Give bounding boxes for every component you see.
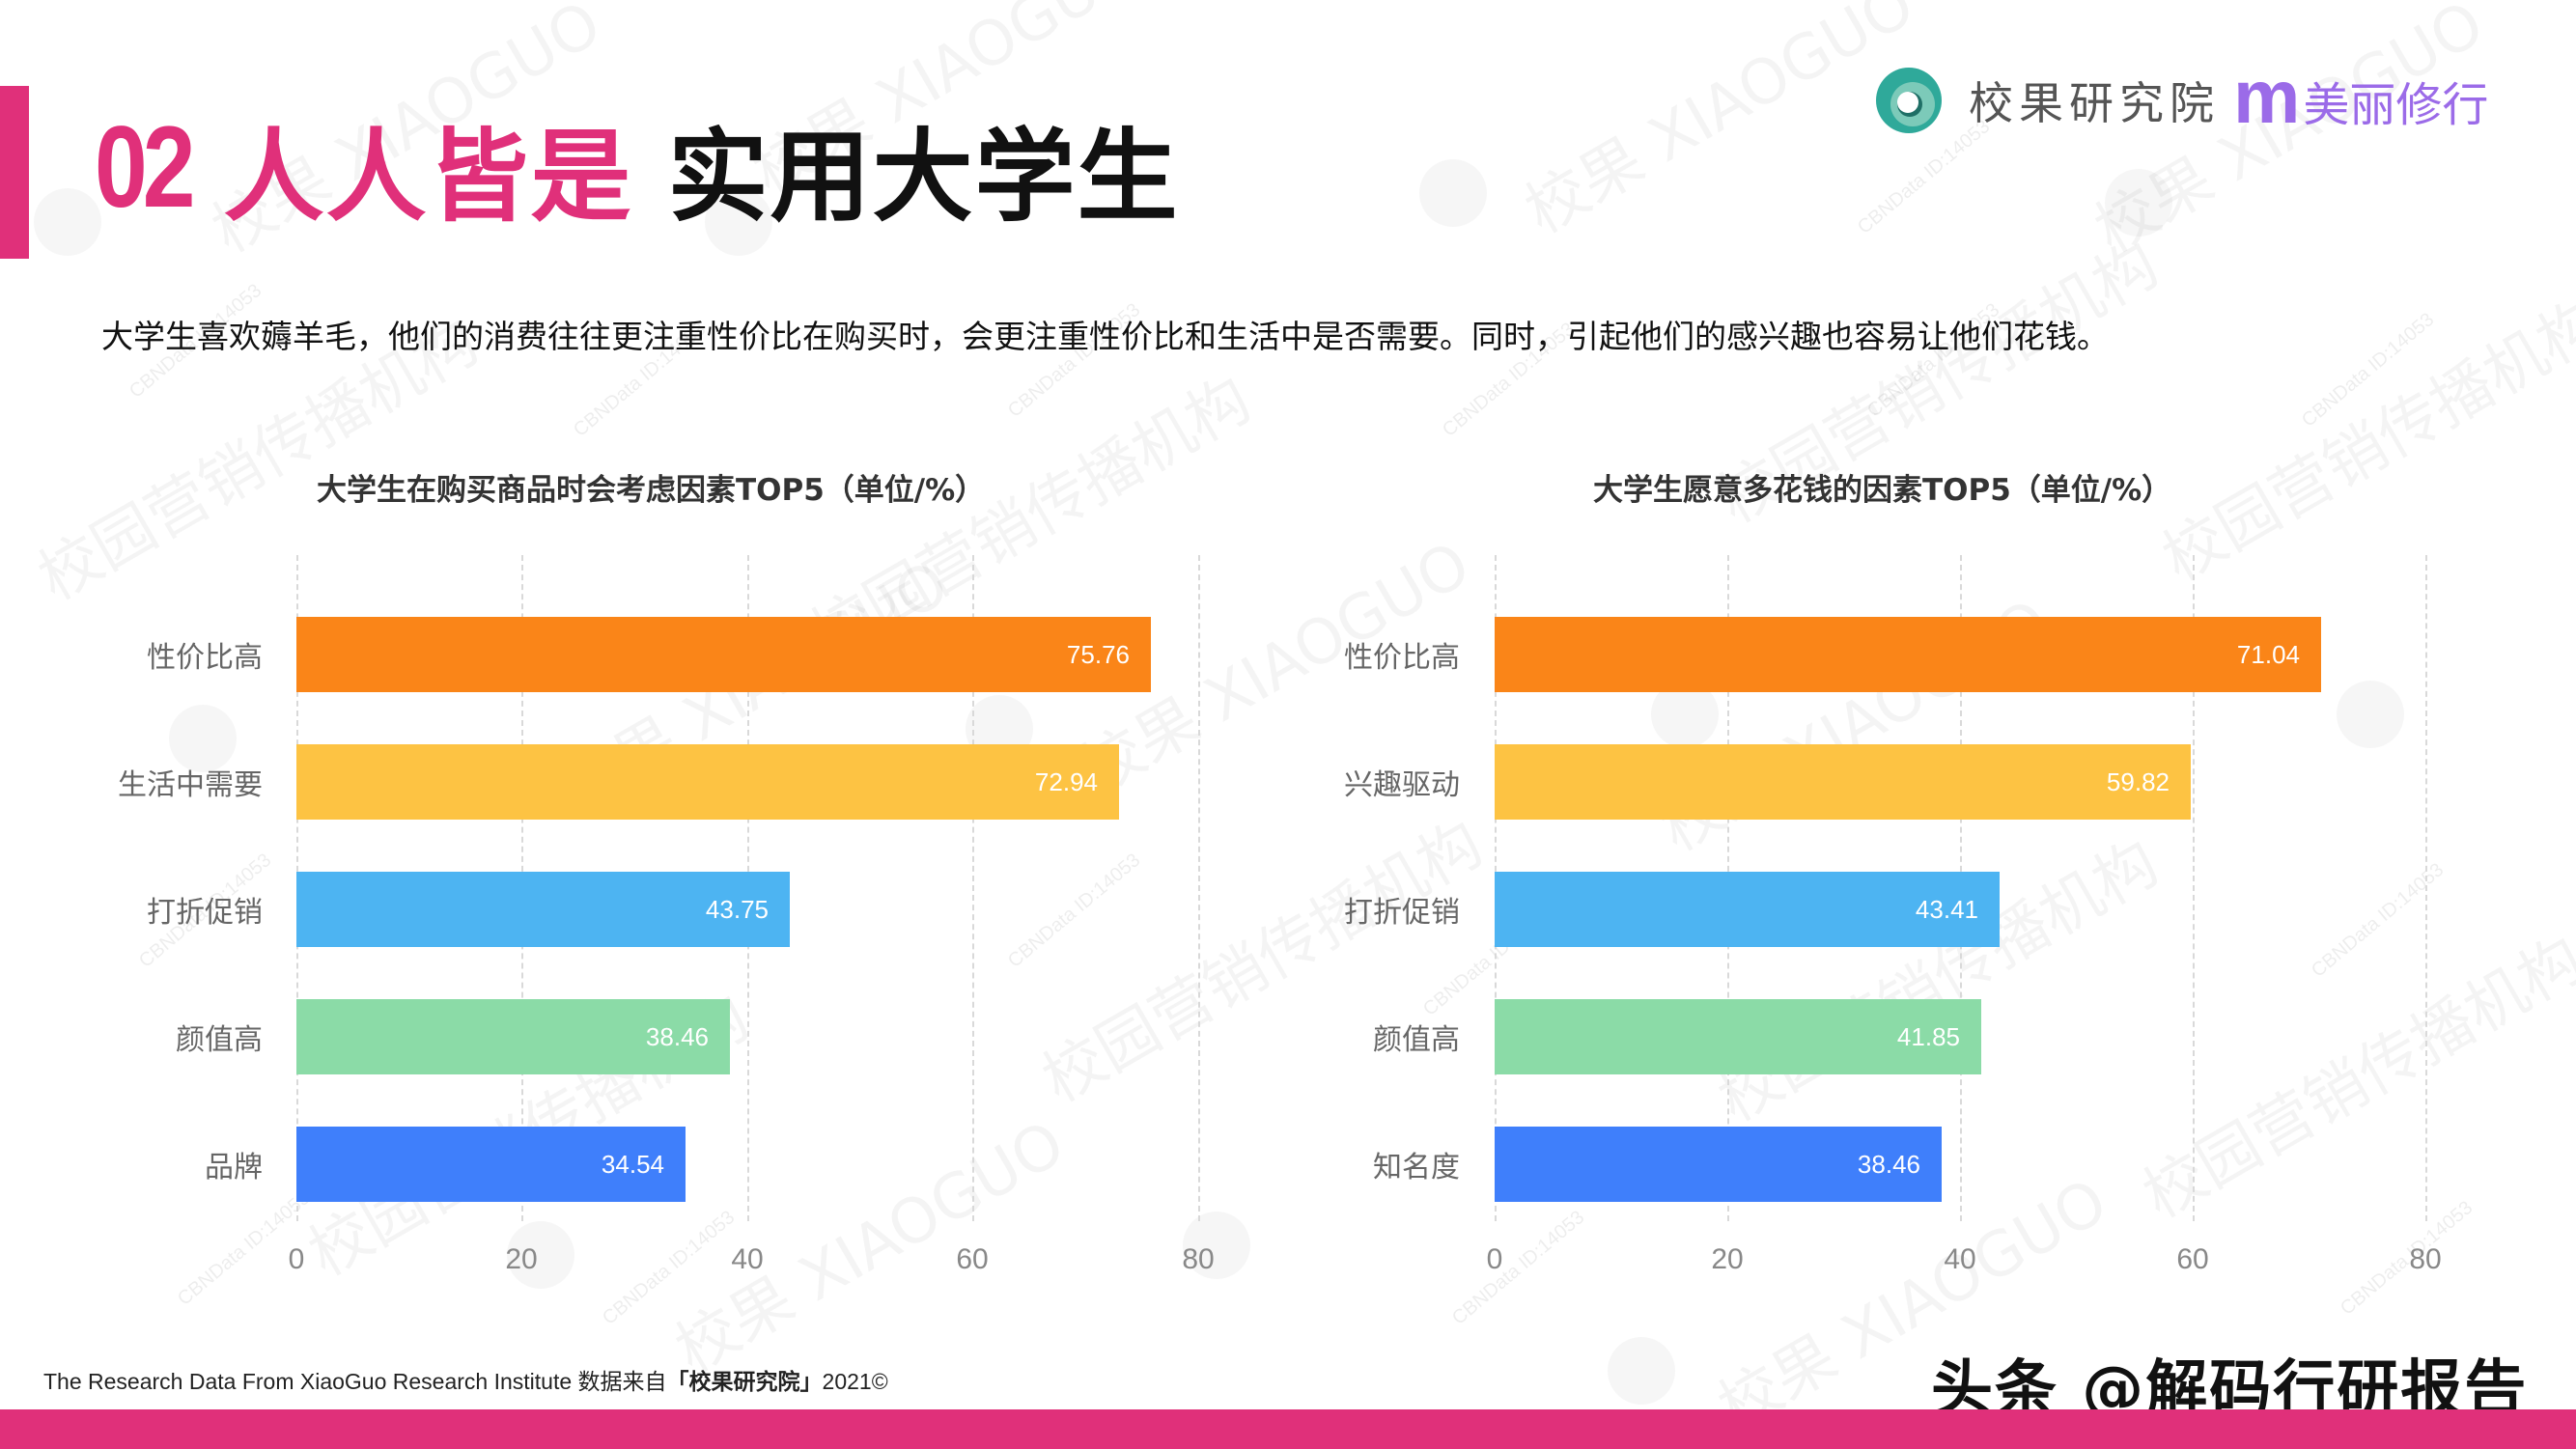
- bar[interactable]: 43.75: [296, 872, 790, 947]
- source-suffix: 2021©: [822, 1369, 888, 1394]
- meili-logo-text: 美丽修行: [2303, 78, 2489, 132]
- watermark-slogan: 校园营销传播机构: [2143, 274, 2576, 599]
- bar-value-label: 38.46: [645, 1021, 709, 1051]
- source-org: 「校果研究院」: [666, 1370, 823, 1395]
- category-label: 性价比高: [147, 641, 263, 675]
- page-title: 02 人人皆是 实用大学生: [95, 102, 1180, 236]
- category-label: 生活中需要: [118, 768, 263, 802]
- x-tick-label: 80: [1182, 1243, 1215, 1275]
- bar-value-label: 43.41: [1915, 894, 1978, 924]
- grid-line: [972, 555, 974, 1221]
- watermark-id: CBNData ID:14053: [1448, 1206, 1589, 1329]
- bar[interactable]: 34.54: [296, 1127, 686, 1202]
- watermark-logo-icon: [2105, 169, 2172, 237]
- x-tick-label: 80: [2409, 1243, 2442, 1275]
- source-prefix: The Research Data From XiaoGuo Research …: [43, 1369, 667, 1394]
- x-tick-label: 0: [288, 1243, 305, 1275]
- bar-value-label: 34.54: [601, 1149, 664, 1179]
- watermark-id: CBNData ID:14053: [1854, 115, 1995, 238]
- bar[interactable]: 75.76: [296, 617, 1151, 692]
- x-tick-label: 20: [1711, 1243, 1744, 1275]
- watermark-id: CBNData ID:14053: [1004, 849, 1145, 972]
- watermark-logo-icon: [2337, 681, 2404, 748]
- bar[interactable]: 41.85: [1495, 999, 1981, 1074]
- watermark-brand: 校果 XIAOGUO: [1506, 0, 1927, 251]
- grid-line: [2193, 555, 2195, 1221]
- chart-title: 大学生愿意多花钱的因素TOP5（单位/%）: [1593, 473, 2172, 508]
- bar-value-label: 38.46: [1857, 1149, 1920, 1179]
- category-label: 打折促销: [147, 896, 263, 930]
- bar[interactable]: 38.46: [1495, 1127, 1942, 1202]
- chart-title: 大学生在购买商品时会考虑因素TOP5（单位/%）: [317, 473, 986, 508]
- bar-value-label: 75.76: [1066, 639, 1130, 669]
- bar-value-label: 43.75: [705, 894, 769, 924]
- bar[interactable]: 72.94: [296, 744, 1119, 820]
- watermark-logo-icon: [1608, 1337, 1675, 1405]
- brand-logos: 校果研究院 m 美丽修行: [1876, 59, 2489, 134]
- category-label: 品牌: [205, 1151, 263, 1184]
- watermark-brand: 校果 XIAOGUO: [657, 1096, 1078, 1390]
- category-label: 打折促销: [1344, 896, 1460, 930]
- category-label: 颜值高: [1373, 1023, 1460, 1057]
- x-tick-label: 60: [2176, 1243, 2209, 1275]
- title-highlight: 人人皆是: [223, 117, 633, 236]
- category-label: 性价比高: [1344, 641, 1460, 675]
- bar-value-label: 72.94: [1034, 766, 1098, 796]
- x-tick-label: 0: [1486, 1243, 1503, 1275]
- bar[interactable]: 38.46: [296, 999, 730, 1074]
- section-number: 02: [95, 102, 196, 232]
- meili-logo-icon: m: [2233, 54, 2300, 139]
- bar[interactable]: 59.82: [1495, 744, 2191, 820]
- accent-bar: [0, 86, 29, 259]
- x-tick-label: 40: [1944, 1243, 1976, 1275]
- bar[interactable]: 71.04: [1495, 617, 2321, 692]
- description: 大学生喜欢薅羊毛，他们的消费往往更注重性价比在购买时，会更注重性价比和生活中是否…: [101, 318, 2109, 355]
- bar-value-label: 59.82: [2106, 766, 2170, 796]
- title-main: 实用大学生: [667, 117, 1180, 236]
- x-tick-label: 20: [505, 1243, 538, 1275]
- watermark-id: CBNData ID:14053: [2308, 858, 2449, 982]
- bar-value-label: 41.85: [1896, 1021, 1960, 1051]
- watermark-id: CBNData ID:14053: [2337, 1196, 2478, 1320]
- category-label: 知名度: [1373, 1151, 1460, 1184]
- xiaoguo-logo-icon: [1876, 68, 1942, 133]
- x-tick-label: 60: [956, 1243, 989, 1275]
- x-tick-label: 40: [731, 1243, 764, 1275]
- grid-line: [1198, 555, 1200, 1221]
- category-label: 颜值高: [176, 1023, 263, 1057]
- grid-line: [2425, 555, 2427, 1221]
- watermark-logo-icon: [1419, 159, 1487, 227]
- xiaoguo-logo-text: 校果研究院: [1969, 77, 2220, 129]
- watermark-id: CBNData ID:14053: [2298, 308, 2439, 432]
- footer-band: [0, 1409, 2576, 1449]
- watermark-logo-icon: [34, 188, 101, 256]
- bar-value-label: 71.04: [2236, 639, 2300, 669]
- bar[interactable]: 43.41: [1495, 872, 2000, 947]
- category-label: 兴趣驱动: [1344, 768, 1460, 802]
- source-credit: The Research Data From XiaoGuo Research …: [43, 1363, 888, 1396]
- watermark-id: CBNData ID:14053: [599, 1206, 740, 1329]
- watermark-slogan: 校园营销传播机构: [1699, 815, 2171, 1139]
